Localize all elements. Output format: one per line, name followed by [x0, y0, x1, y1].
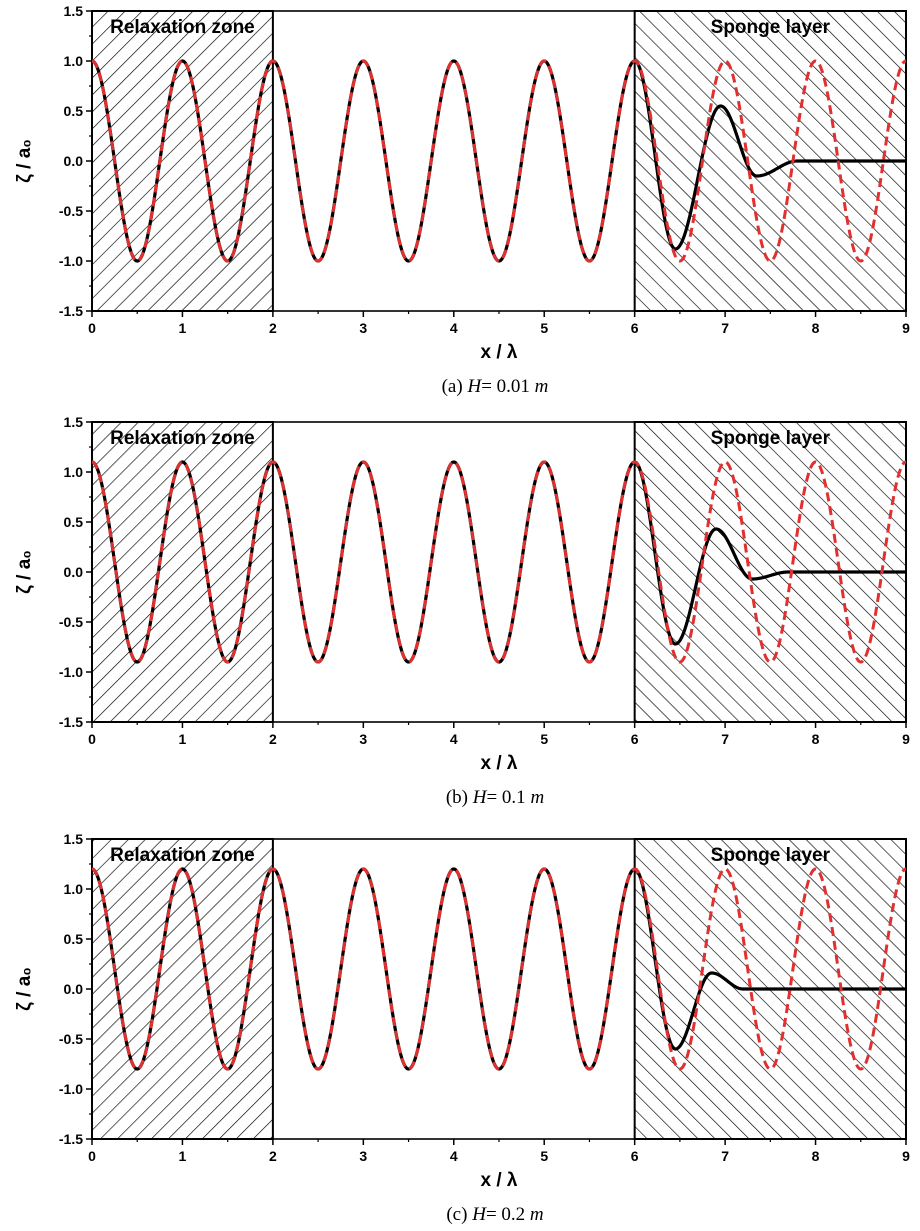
panel-caption: (c) H= 0.2 m [446, 1204, 543, 1225]
y-tick-label: 1.5 [64, 831, 84, 847]
y-tick-label: 1.0 [64, 464, 84, 480]
chart-panel-1: -1.5 -1.0 -0.5 0.0 0.5 1.0 1.5 0 1 2 3 4 5 6 7 8 9 x / λ ζ… [14, 3, 910, 397]
caption-value: = 0.2 [486, 1204, 530, 1225]
x-tick-label: 2 [269, 320, 277, 336]
caption-variable: H [466, 376, 482, 397]
caption-unit: m [530, 1204, 544, 1225]
y-tick-label: 1.0 [64, 881, 84, 897]
x-tick-label: 1 [179, 320, 187, 336]
x-tick-label: 2 [269, 731, 277, 747]
x-tick-label: 7 [721, 1148, 729, 1164]
x-tick-label: 9 [902, 320, 910, 336]
x-tick-label: 4 [450, 731, 458, 747]
y-tick-label: 0.0 [64, 981, 84, 997]
x-tick-label: 7 [721, 731, 729, 747]
y-axis-label: ζ / a₀ [14, 550, 35, 594]
y-tick-label: 0.5 [64, 103, 84, 119]
relaxation-zone-label: Relaxation zone [110, 845, 255, 866]
sponge-layer-label: Sponge layer [711, 845, 831, 866]
y-tick-label: -1.5 [59, 303, 83, 319]
y-tick-label: -1.0 [59, 1081, 83, 1097]
caption-value: = 0.01 [481, 376, 534, 397]
caption-variable: H [472, 787, 488, 808]
series-analytical-line [90, 59, 908, 263]
chart-panel-3: -1.5 -1.0 -0.5 0.0 0.5 1.0 1.5 0 1 2 3 4 5 6 7 8 9 x / λ ζ… [14, 831, 910, 1225]
x-tick-label: 6 [631, 1148, 639, 1164]
caption-unit: m [530, 787, 544, 808]
x-tick-label: 1 [179, 1148, 187, 1164]
x-tick-label: 5 [540, 731, 548, 747]
relaxation-zone [91, 10, 274, 312]
y-axis-label: ζ / a₀ [14, 139, 35, 183]
x-axis-label: x / λ [481, 342, 518, 363]
caption-value: = 0.1 [486, 787, 530, 808]
y-tick-label: 0.0 [64, 564, 84, 580]
chart-panel-2: -1.5 -1.0 -0.5 0.0 0.5 1.0 1.5 0 1 2 3 4 5 6 7 8 9 x / λ ζ… [14, 414, 910, 808]
relaxation-zone [91, 838, 274, 1140]
x-tick-label: 6 [631, 731, 639, 747]
y-tick-label: -0.5 [59, 203, 83, 219]
x-tick-label: 3 [359, 731, 367, 747]
sponge-layer-label: Sponge layer [711, 17, 831, 38]
x-tick-label: 9 [902, 731, 910, 747]
x-tick-label: 4 [450, 1148, 458, 1164]
y-tick-label: -0.5 [59, 1031, 83, 1047]
x-tick-label: 5 [540, 1148, 548, 1164]
x-tick-label: 5 [540, 320, 548, 336]
series-analytical-line [90, 867, 908, 1071]
y-tick-label: 1.5 [64, 414, 84, 430]
x-tick-label: 1 [179, 731, 187, 747]
x-tick-label: 3 [359, 1148, 367, 1164]
relaxation-zone-label: Relaxation zone [110, 428, 255, 449]
x-axis-label: x / λ [481, 753, 518, 774]
caption-prefix: (a) [442, 376, 468, 397]
x-axis-label: x / λ [481, 1170, 518, 1191]
y-tick-label: -0.5 [59, 614, 83, 630]
caption-prefix: (b) [446, 787, 473, 808]
panel-caption: (a) H= 0.01 m [442, 376, 549, 397]
x-tick-label: 0 [88, 731, 96, 747]
y-tick-label: -1.0 [59, 253, 83, 269]
caption-prefix: (c) [446, 1204, 472, 1225]
y-tick-label: 1.5 [64, 3, 84, 19]
y-tick-label: 0.5 [64, 931, 84, 947]
series-analytical-line [90, 460, 908, 664]
x-tick-label: 8 [812, 1148, 820, 1164]
x-tick-label: 0 [88, 320, 96, 336]
x-tick-label: 3 [359, 320, 367, 336]
panel-caption: (b) H= 0.1 m [446, 787, 544, 808]
sponge-layer-label: Sponge layer [711, 428, 831, 449]
caption-variable: H [471, 1204, 487, 1225]
x-tick-label: 4 [450, 320, 458, 336]
y-tick-label: -1.5 [59, 714, 83, 730]
x-tick-label: 2 [269, 1148, 277, 1164]
x-tick-label: 0 [88, 1148, 96, 1164]
y-tick-label: 0.0 [64, 153, 84, 169]
y-axis-label: ζ / a₀ [14, 967, 35, 1011]
y-tick-label: 1.0 [64, 53, 84, 69]
x-tick-label: 8 [812, 731, 820, 747]
x-tick-label: 6 [631, 320, 639, 336]
y-tick-label: 0.5 [64, 514, 84, 530]
caption-unit: m [535, 376, 549, 397]
relaxation-zone-label: Relaxation zone [110, 17, 255, 38]
x-tick-label: 7 [721, 320, 729, 336]
y-tick-label: -1.0 [59, 664, 83, 680]
x-tick-label: 9 [902, 1148, 910, 1164]
x-tick-label: 8 [812, 320, 820, 336]
y-tick-label: -1.5 [59, 1131, 83, 1147]
relaxation-zone [91, 421, 274, 723]
